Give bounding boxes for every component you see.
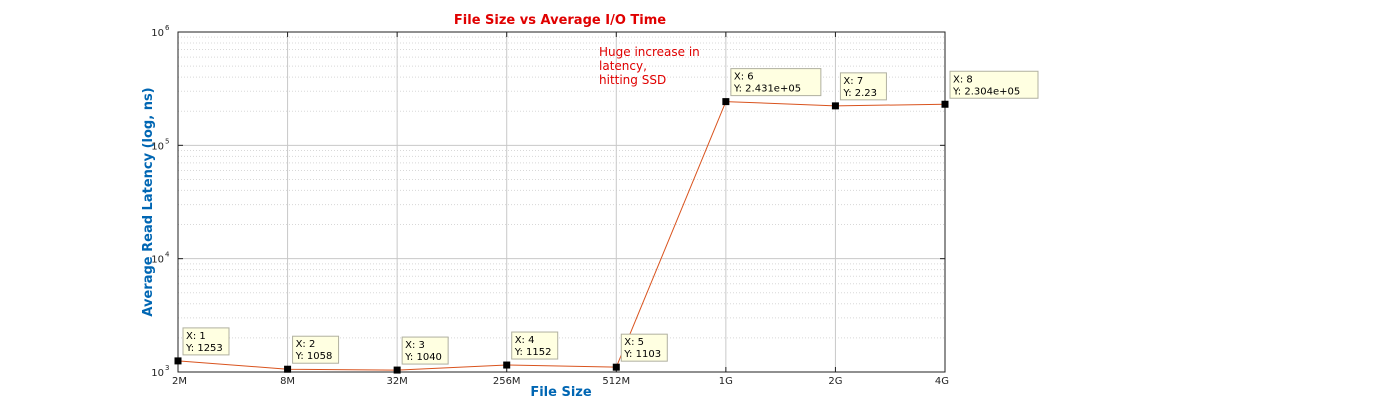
chart-title: File Size vs Average I/O Time: [454, 13, 666, 28]
series-line: [177, 101, 946, 371]
datatip-box: [401, 336, 449, 365]
datatip-x: X: 2: [296, 339, 316, 350]
datatip: X: 7Y: 2.23: [839, 72, 887, 101]
datatip: X: 2Y: 1058: [292, 335, 340, 364]
data-point: [174, 357, 182, 365]
annotation: Huge increase in latency, hitting SSD: [599, 45, 700, 87]
data-point: [941, 100, 949, 108]
y-tick-exponent: 5: [165, 137, 169, 145]
datatip-box: [839, 72, 887, 101]
datatip-y: Y: 2.431e+05: [733, 84, 801, 95]
x-tick-label: 2M: [172, 376, 187, 387]
x-tick-label: 8M: [280, 376, 295, 387]
data-point: [284, 365, 292, 373]
x-tick-label: 2G: [828, 376, 842, 387]
datatip-y: Y: 2.23: [842, 88, 877, 99]
y-tick-base: 10: [151, 141, 164, 152]
datatip-box: [182, 327, 230, 356]
datatip-box: [620, 333, 668, 362]
datatip-y: Y: 1152: [514, 347, 552, 358]
data-markers: [174, 98, 949, 374]
y-tick-label: 10 3: [151, 364, 169, 379]
datatip-box: [511, 331, 559, 360]
datatip-x: X: 6: [734, 72, 754, 83]
y-tick-label: 10 4: [151, 251, 170, 266]
datatip-x: X: 1: [186, 331, 206, 342]
datatip-box: [730, 68, 822, 97]
y-tick-label: 10 5: [151, 137, 169, 152]
datatip-x: X: 4: [515, 335, 535, 346]
y-tick-base: 10: [151, 255, 164, 266]
datatip-y: Y: 1040: [404, 352, 442, 363]
annotation-line: Huge increase in: [599, 45, 700, 59]
x-tick-label: 32M: [386, 376, 407, 387]
datatip-box: [949, 70, 1039, 99]
datatip: X: 4Y: 1152: [511, 331, 559, 360]
x-tick-label: 512M: [602, 376, 630, 387]
y-tick-label: 10 6: [151, 24, 170, 39]
y-tick-exponent: 4: [165, 251, 170, 259]
plot-area: [177, 31, 946, 373]
datatip-y: Y: 1253: [185, 343, 223, 354]
annotation-line: hitting SSD: [599, 73, 666, 87]
datatip-y: Y: 1103: [623, 349, 661, 360]
y-tick-base: 10: [151, 28, 164, 39]
datatip-x: X: 7: [843, 76, 863, 87]
datatip-x: X: 8: [953, 74, 973, 85]
datatip-x: X: 3: [405, 340, 425, 351]
datatip-y: Y: 2.304e+05: [952, 86, 1020, 97]
datatip: X: 6Y: 2.431e+05: [730, 68, 822, 97]
datatip-x: X: 5: [624, 337, 644, 348]
y-tick-base: 10: [151, 368, 164, 379]
datatip-y: Y: 1058: [295, 351, 333, 362]
data-point: [722, 98, 730, 106]
data-point: [503, 361, 511, 369]
y-tick-exponent: 6: [165, 24, 170, 32]
data-point: [612, 363, 620, 371]
datatip: X: 5Y: 1103: [620, 333, 668, 362]
x-tick-label: 4G: [935, 376, 949, 387]
data-point: [831, 102, 839, 110]
datatip: X: 8Y: 2.304e+05: [949, 70, 1039, 99]
datatip-box: [292, 335, 340, 364]
x-tick-label: 256M: [493, 376, 521, 387]
y-tick-exponent: 3: [165, 364, 169, 372]
y-axis-label: Average Read Latency (log, ns): [141, 87, 156, 316]
x-tick-labels: 2M 8M 32M 256M 512M 1G 2G 4G: [172, 376, 949, 387]
data-point: [393, 366, 401, 374]
x-axis-label: File Size: [530, 385, 592, 400]
annotation-line: latency,: [599, 59, 647, 73]
x-tick-label: 1G: [719, 376, 733, 387]
grid: [178, 32, 945, 372]
datatip: X: 1Y: 1253: [182, 327, 230, 356]
datatip: X: 3Y: 1040: [401, 336, 449, 365]
